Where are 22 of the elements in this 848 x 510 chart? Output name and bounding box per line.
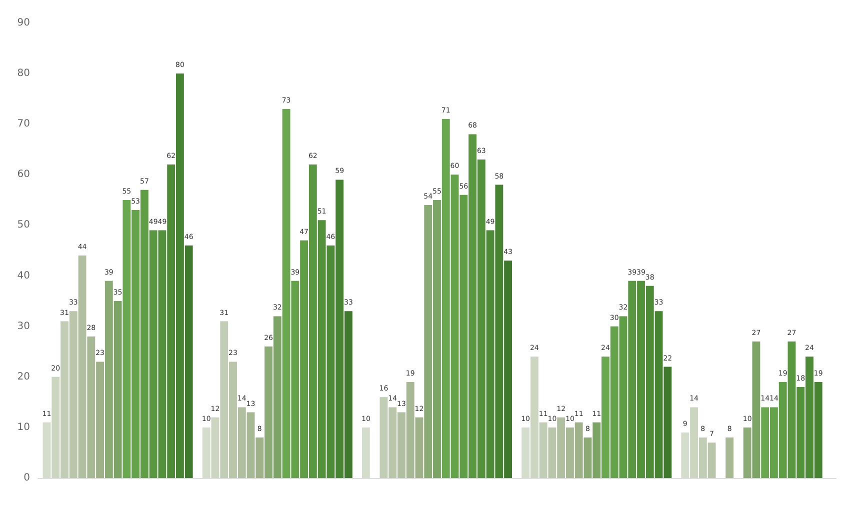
bar [114, 301, 122, 478]
bar [592, 422, 601, 478]
bar [104, 280, 113, 478]
y-tick-label: 90 [17, 18, 30, 28]
bar [362, 427, 370, 478]
bar [743, 427, 752, 478]
bar [584, 438, 592, 478]
bar [726, 438, 734, 478]
y-tick-label: 50 [17, 220, 30, 231]
bar [433, 200, 441, 478]
bar [273, 316, 282, 478]
y-tick-label: 10 [17, 422, 30, 433]
bar [424, 205, 432, 478]
y-tick-label: 20 [17, 371, 30, 382]
y-tick-label: 80 [17, 68, 30, 80]
y-tick-label: 40 [17, 270, 30, 282]
bar [752, 342, 760, 478]
y-tick-label: 0 [24, 472, 30, 484]
bar [264, 346, 272, 478]
y-tick-label: 30 [17, 320, 30, 332]
y-tick-label: 60 [17, 169, 30, 180]
y-tick-label: 70 [17, 118, 30, 130]
